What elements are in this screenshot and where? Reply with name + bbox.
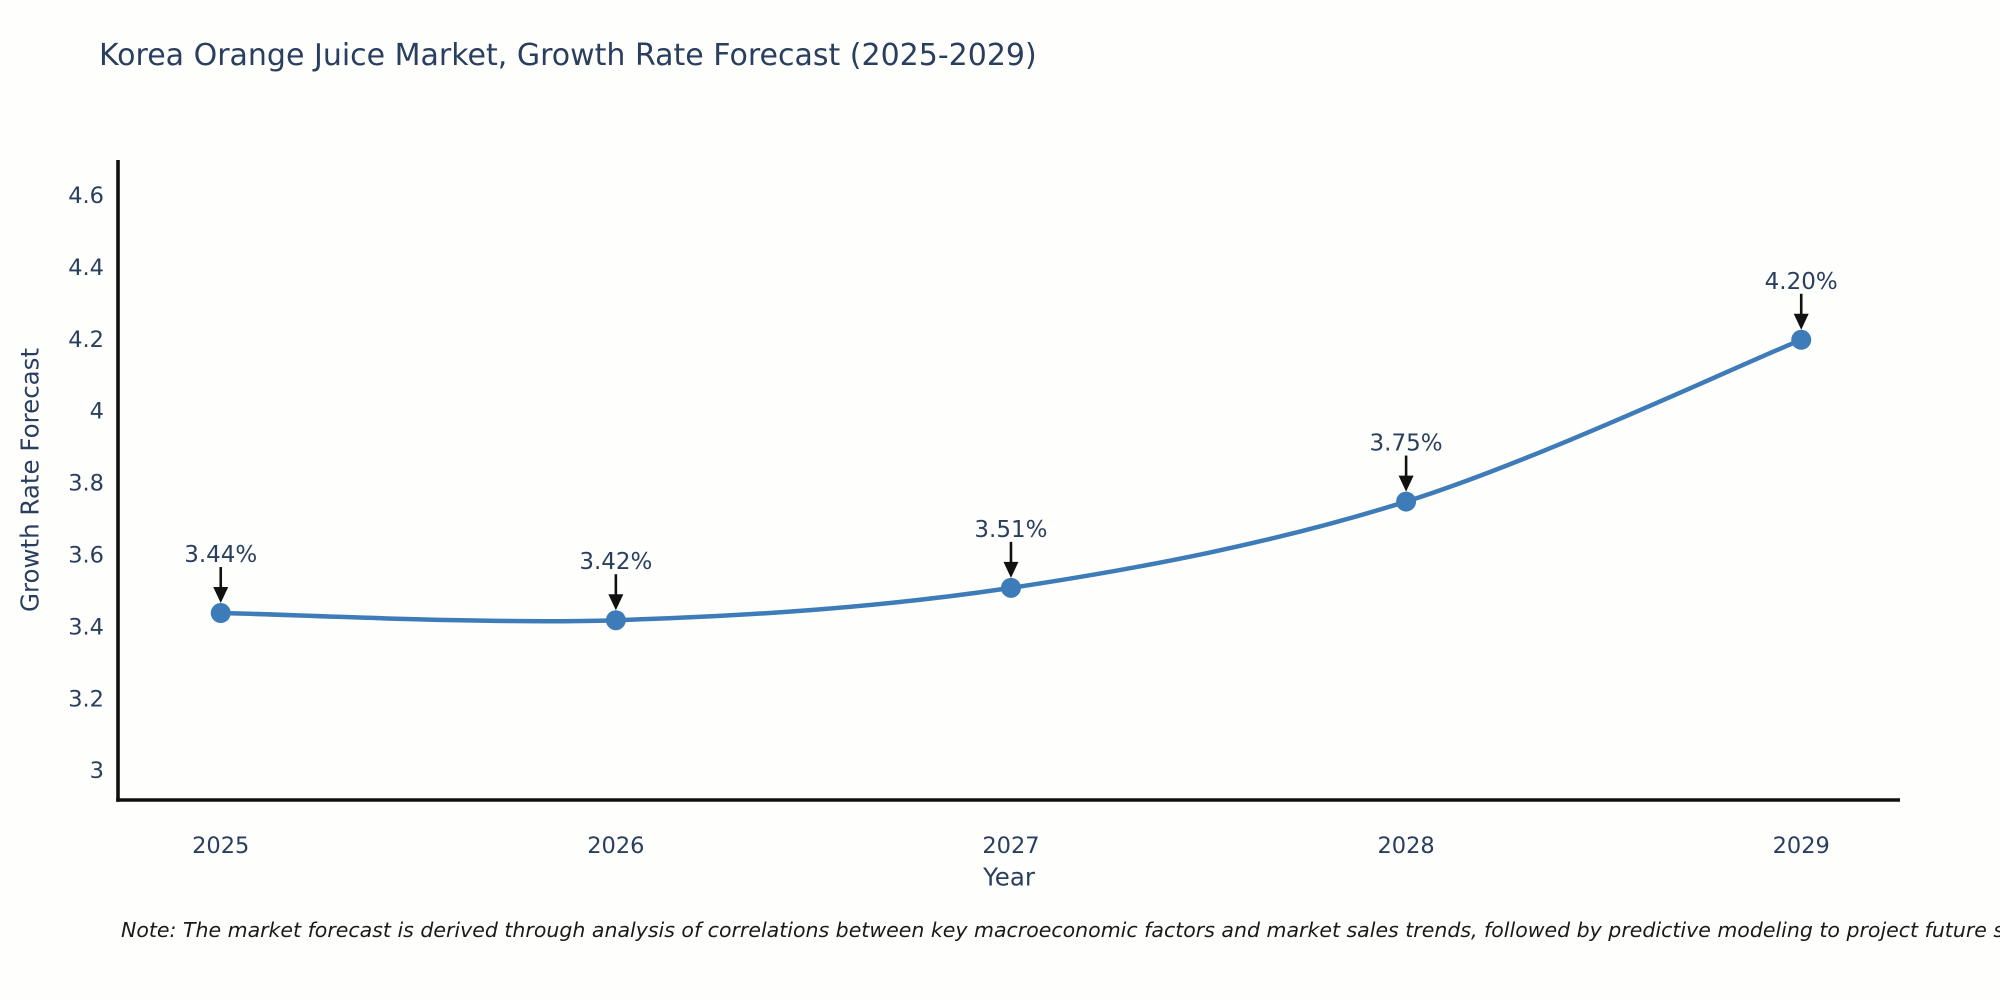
annotation-arrow-head [608,594,624,611]
data-point-2027 [1000,577,1021,598]
x-tick-label: 2028 [1377,833,1434,859]
y-tick-label: 4.6 [68,183,104,209]
data-point-2026 [605,610,626,631]
annotation-label: 3.44% [184,542,257,568]
annotation-arrow-head [1793,313,1809,330]
y-tick-label: 3 [90,758,104,784]
x-tick-label: 2026 [587,833,644,859]
y-axis-title: Growth Rate Forecast [16,348,45,612]
annotation-label: 4.20% [1765,269,1838,295]
x-tick-label: 2027 [982,833,1039,859]
data-point-2028 [1396,491,1417,512]
chart-title: Korea Orange Juice Market, Growth Rate F… [99,38,1037,73]
annotation-label: 3.42% [579,549,652,575]
data-point-2025 [210,603,231,624]
x-tick-label: 2025 [192,833,249,859]
annotation-label: 3.75% [1370,431,1443,457]
y-tick-label: 4.2 [68,327,104,353]
data-point-2029 [1791,329,1812,350]
chart-note: Note: The market forecast is derived thr… [121,918,2000,942]
annotation-arrow-head [1398,475,1414,492]
y-tick-label: 3.2 [68,686,104,712]
annotation-label: 3.51% [974,517,1047,543]
x-axis-title: Year [982,863,1036,892]
x-tick-label: 2029 [1773,833,1830,859]
y-tick-label: 4.4 [68,255,104,281]
y-tick-label: 4 [90,399,104,425]
y-tick-label: 3.4 [68,614,104,640]
y-tick-label: 3.8 [68,471,104,497]
y-tick-label: 3.6 [68,543,104,569]
annotation-arrow-head [1003,561,1019,578]
annotation-arrow-head [213,587,229,604]
